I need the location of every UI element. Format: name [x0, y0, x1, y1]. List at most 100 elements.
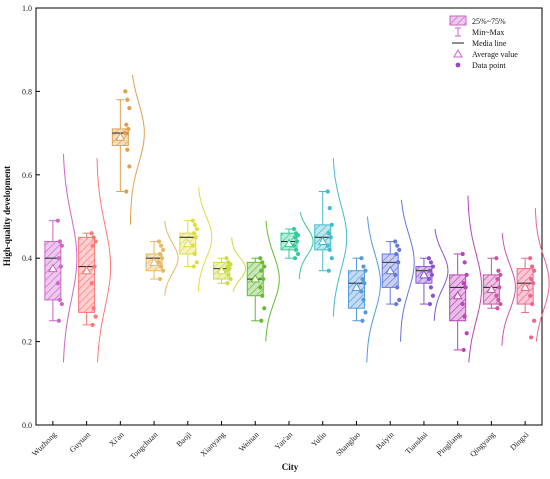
data-point [125, 147, 130, 152]
distribution-curve [96, 158, 112, 363]
data-point [124, 122, 129, 127]
data-point [327, 247, 332, 252]
distribution-curve [298, 212, 314, 280]
data-point [261, 276, 266, 282]
series-tianshui [415, 228, 449, 321]
data-point [190, 243, 195, 248]
data-point [89, 231, 94, 236]
x-tick-label: Weinan [237, 430, 261, 454]
data-point [329, 222, 334, 227]
data-point [156, 260, 162, 265]
data-point [328, 235, 333, 240]
data-point [228, 276, 233, 282]
x-tick-label: Shangluo [334, 430, 362, 458]
mean-marker [81, 265, 92, 275]
y-tick-label: 0.4 [22, 254, 32, 263]
data-point [460, 251, 465, 257]
data-point [224, 268, 229, 273]
legend-item-median: Media line [452, 39, 507, 48]
data-point [160, 268, 166, 273]
mean-marker [216, 265, 227, 275]
distribution-curve [467, 195, 483, 363]
data-point [291, 243, 297, 248]
data-point [262, 264, 267, 269]
distribution-curve [130, 74, 145, 225]
series-shangluo [347, 216, 382, 363]
series-baiyin [381, 199, 415, 342]
x-axis: Wuzhong Guyuan Xi'an Tongchuan Baoji Xianyang… [30, 421, 531, 461]
data-point [462, 260, 467, 265]
mean-marker [486, 284, 497, 293]
data-point [90, 243, 95, 248]
data-point [294, 239, 300, 244]
distribution-curve [501, 233, 516, 346]
data-point [55, 218, 60, 223]
data-point [529, 335, 534, 340]
data-point [259, 318, 264, 323]
data-point [224, 256, 229, 261]
data-point [262, 306, 267, 311]
data-point [359, 256, 364, 261]
data-point [124, 189, 129, 194]
data-point [93, 314, 98, 319]
legend-label: Average value [472, 50, 518, 59]
series-wuzhong [44, 153, 78, 363]
data-point [496, 297, 501, 302]
data-point [160, 247, 166, 252]
x-tick-label: Xi'an [107, 430, 125, 448]
legend-label: 25%~75% [472, 17, 506, 26]
data-point [497, 285, 502, 290]
mean-marker [351, 282, 362, 291]
data-point [397, 247, 402, 252]
box-iqr [78, 236, 96, 313]
data-point [427, 301, 433, 307]
legend-label: Media line [472, 39, 507, 48]
data-point [429, 272, 435, 277]
data-point [259, 268, 264, 273]
distribution-curve [366, 216, 382, 363]
data-point [92, 264, 97, 269]
data-point [59, 243, 64, 248]
mean-marker [284, 238, 294, 248]
data-point [325, 189, 330, 194]
distribution-curve [63, 153, 78, 363]
data-point [55, 281, 60, 286]
data-point [428, 260, 434, 265]
x-tick-label: Dingxi [508, 430, 531, 453]
data-point [194, 260, 199, 265]
data-point [56, 318, 61, 323]
legend-point-swatch [455, 62, 461, 68]
series-qingyang [482, 233, 516, 346]
data-point [361, 297, 366, 302]
data-point [360, 276, 365, 282]
data-point [461, 347, 466, 353]
data-point [395, 243, 400, 248]
x-tick-label: Pingliang [435, 430, 463, 458]
mean-marker [385, 265, 396, 275]
x-tick-label: Tianshui [403, 430, 430, 457]
data-point [156, 239, 162, 244]
x-tick-label: Guyuan [68, 430, 92, 454]
data-point [495, 306, 500, 311]
legend-label: Min~Max [472, 28, 504, 37]
data-point [359, 289, 364, 294]
data-point [292, 256, 298, 261]
data-point [393, 239, 398, 244]
data-point [528, 256, 533, 261]
data-point [394, 301, 399, 307]
data-point [292, 235, 298, 240]
x-tick-label: Yulin [310, 430, 329, 449]
data-point [228, 262, 233, 267]
mean-marker [317, 236, 328, 246]
distribution-curve [332, 158, 348, 317]
data-point [159, 256, 165, 261]
data-point [529, 276, 534, 282]
data-point [190, 218, 195, 223]
data-point [295, 251, 301, 257]
data-point [58, 264, 63, 269]
series-baoji [179, 187, 213, 292]
data-point [461, 281, 466, 286]
data-point [530, 264, 535, 269]
data-point [191, 231, 196, 236]
data-point [531, 281, 536, 286]
